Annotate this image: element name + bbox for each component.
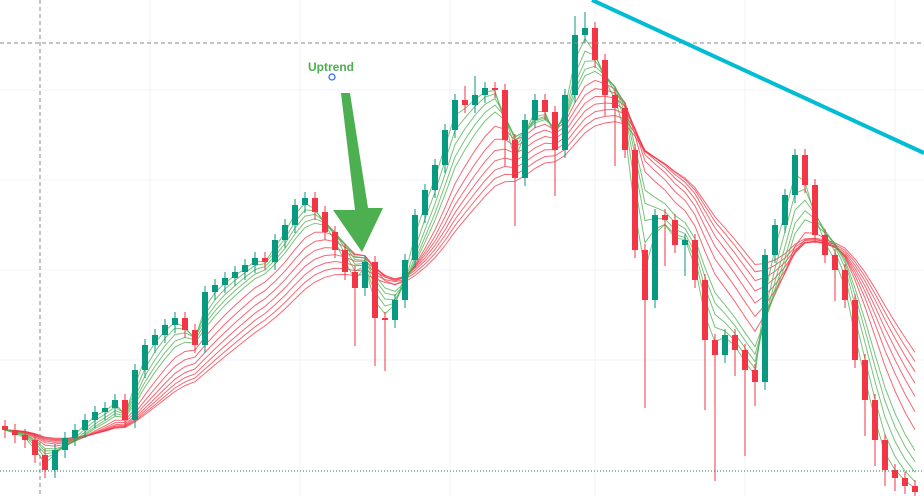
candle-body xyxy=(142,345,148,370)
candle-body xyxy=(322,212,328,232)
candle-body xyxy=(842,270,848,300)
candle-body xyxy=(302,198,308,205)
candle-body xyxy=(12,430,18,435)
candle-body xyxy=(552,112,558,150)
candle-body xyxy=(832,255,838,270)
candle-body xyxy=(342,250,348,272)
candle-body xyxy=(852,300,858,360)
candle-body xyxy=(62,438,68,450)
candle-body xyxy=(502,90,508,140)
candle-body xyxy=(72,430,78,438)
candle-body xyxy=(532,100,538,120)
candle-body xyxy=(362,262,368,288)
candle-body xyxy=(122,400,128,420)
candle-body xyxy=(82,420,88,430)
candle-body xyxy=(42,455,48,470)
candle-body xyxy=(912,486,918,492)
candle-body xyxy=(602,60,608,95)
candle-body xyxy=(202,292,208,345)
candle-body xyxy=(92,412,98,420)
candle-body xyxy=(452,100,458,130)
candle-body xyxy=(712,340,718,355)
candle-body xyxy=(752,370,758,382)
candle-body xyxy=(612,95,618,108)
candle-body xyxy=(312,198,318,212)
candle-body xyxy=(522,120,528,178)
candles xyxy=(2,12,918,496)
candle-body xyxy=(152,335,158,345)
annotation-anchor xyxy=(328,73,336,81)
candle-body xyxy=(332,232,338,250)
candle-body xyxy=(132,370,138,420)
candle-body xyxy=(792,155,798,195)
candle-body xyxy=(2,426,8,430)
arrow xyxy=(333,93,383,252)
candle-body xyxy=(652,215,658,300)
candle-body xyxy=(682,240,688,245)
candle-body xyxy=(772,225,778,255)
candle-body xyxy=(692,240,698,280)
candle-body xyxy=(292,205,298,225)
candle-body xyxy=(352,272,358,288)
candle-body xyxy=(812,185,818,235)
candle-body xyxy=(192,330,198,345)
candle-body xyxy=(632,150,638,250)
candle-body xyxy=(572,35,578,95)
candle-body xyxy=(882,440,888,470)
candle-body xyxy=(902,478,908,486)
candle-body xyxy=(542,100,548,112)
candle-body xyxy=(782,195,788,225)
candle-body xyxy=(212,285,218,292)
candle-body xyxy=(642,250,648,300)
candle-body xyxy=(722,335,728,355)
candle-body xyxy=(32,440,38,455)
candle-body xyxy=(282,225,288,240)
candle-body xyxy=(232,272,238,278)
trend-line xyxy=(591,0,924,155)
candle-body xyxy=(622,108,628,150)
candle-body xyxy=(422,190,428,215)
candle-body xyxy=(372,262,378,318)
candle-body xyxy=(402,260,408,300)
candle-body xyxy=(262,258,268,262)
candle-body xyxy=(592,28,598,60)
candle-body xyxy=(172,318,178,325)
candle-body xyxy=(272,240,278,262)
candle-body xyxy=(412,215,418,260)
candle-body xyxy=(112,400,118,408)
candle-body xyxy=(702,280,708,340)
candle-body xyxy=(562,95,568,150)
candle-body xyxy=(242,265,248,272)
candle-body xyxy=(862,360,868,400)
candle-body xyxy=(762,255,768,382)
annotation: Uptrend xyxy=(308,60,354,74)
candle-body xyxy=(892,470,898,478)
candle-body xyxy=(742,350,748,370)
candle-body xyxy=(462,100,468,105)
candle-body xyxy=(392,300,398,320)
candle-body xyxy=(22,435,28,440)
candle-body xyxy=(52,450,58,470)
candle-body xyxy=(822,235,828,255)
candle-body xyxy=(182,318,188,330)
candle-body xyxy=(482,88,488,95)
candle-body xyxy=(512,140,518,178)
candle-body xyxy=(102,408,108,412)
candle-body xyxy=(672,220,678,245)
candle-body xyxy=(472,95,478,105)
candle-body xyxy=(802,155,808,185)
candle-body xyxy=(252,258,258,265)
candle-body xyxy=(162,325,168,335)
candle-body xyxy=(432,165,438,190)
candle-body xyxy=(492,88,498,90)
candle-body xyxy=(382,318,388,320)
candle-body xyxy=(662,215,668,220)
candle-body xyxy=(872,400,878,440)
candle-body xyxy=(732,335,738,350)
candle-body xyxy=(222,278,228,285)
candle-body xyxy=(582,28,588,35)
candle-body xyxy=(442,130,448,165)
